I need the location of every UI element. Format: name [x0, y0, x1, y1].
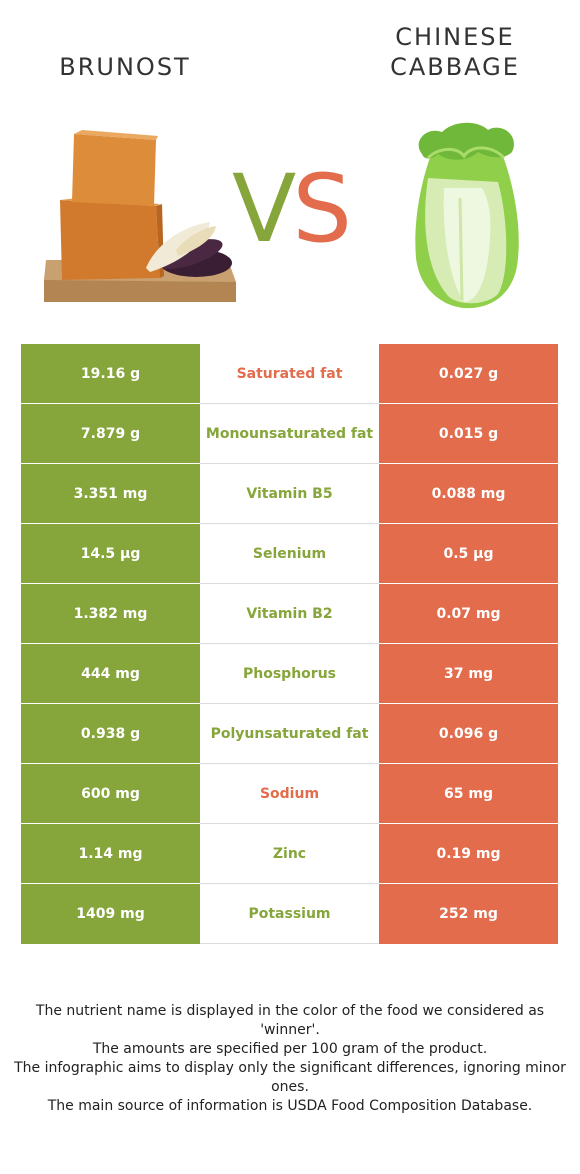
table-row: 3.351 mg Vitamin B5 0.088 mg	[21, 464, 558, 524]
food-right-title-line1: CHINESE	[395, 23, 515, 51]
chinese-cabbage-value: 252 mg	[379, 884, 558, 944]
nutrient-name: Polyunsaturated fat	[200, 704, 379, 764]
nutrient-name: Potassium	[200, 884, 379, 944]
nutrient-name: Monounsaturated fat	[200, 404, 379, 464]
footer-line-2: The amounts are specified per 100 gram o…	[92, 1041, 488, 1057]
nutrient-name: Selenium	[200, 524, 379, 584]
food-right-title: CHINESE CABBAGE	[350, 22, 560, 82]
chinese-cabbage-value: 0.19 mg	[379, 824, 558, 884]
vs-label: VS	[220, 160, 360, 260]
comparison-table: 19.16 g Saturated fat 0.027 g 7.879 g Monoun…	[21, 344, 558, 944]
chinese-cabbage-value: 65 mg	[379, 764, 558, 824]
table-row: 1.382 mg Vitamin B2 0.07 mg	[21, 584, 558, 644]
nutrient-name: Vitamin B2	[200, 584, 379, 644]
nutrient-name: Saturated fat	[200, 344, 379, 404]
table-row: 0.938 g Polyunsaturated fat 0.096 g	[21, 704, 558, 764]
brunost-value: 444 mg	[21, 644, 200, 704]
food-right-title-line2: CABBAGE	[390, 53, 520, 81]
table-row: 19.16 g Saturated fat 0.027 g	[21, 344, 558, 404]
table-row: 444 mg Phosphorus 37 mg	[21, 644, 558, 704]
chinese-cabbage-value: 0.096 g	[379, 704, 558, 764]
food-left-title: BRUNOST	[59, 53, 191, 81]
footer-notes: The nutrient name is displayed in the co…	[14, 1002, 566, 1116]
table-row: 1.14 mg Zinc 0.19 mg	[21, 824, 558, 884]
chinese-cabbage-value: 0.5 µg	[379, 524, 558, 584]
table-row: 7.879 g Monounsaturated fat 0.015 g	[21, 404, 558, 464]
brunost-image	[44, 130, 236, 302]
brunost-value: 3.351 mg	[21, 464, 200, 524]
vs-s: S	[292, 155, 352, 264]
footer-line-4: The main source of information is USDA F…	[47, 1098, 533, 1114]
chinese-cabbage-value: 0.015 g	[379, 404, 558, 464]
brunost-value: 19.16 g	[21, 344, 200, 404]
brunost-value: 600 mg	[21, 764, 200, 824]
brunost-value: 0.938 g	[21, 704, 200, 764]
footer-line-1: The nutrient name is displayed in the co…	[35, 1003, 545, 1038]
nutrient-name: Zinc	[200, 824, 379, 884]
brunost-value: 1409 mg	[21, 884, 200, 944]
chinese-cabbage-value: 0.088 mg	[379, 464, 558, 524]
nutrient-name: Phosphorus	[200, 644, 379, 704]
chinese-cabbage-value: 37 mg	[379, 644, 558, 704]
nutrient-name: Vitamin B5	[200, 464, 379, 524]
footer-line-3: The infographic aims to display only the…	[14, 1060, 566, 1095]
brunost-value: 7.879 g	[21, 404, 200, 464]
table-row: 600 mg Sodium 65 mg	[21, 764, 558, 824]
vs-v: V	[232, 155, 296, 264]
chinese-cabbage-value: 0.07 mg	[379, 584, 558, 644]
chinese-cabbage-image	[415, 122, 519, 309]
brunost-value: 1.14 mg	[21, 824, 200, 884]
table-row: 14.5 µg Selenium 0.5 µg	[21, 524, 558, 584]
brunost-value: 14.5 µg	[21, 524, 200, 584]
nutrient-name: Sodium	[200, 764, 379, 824]
brunost-value: 1.382 mg	[21, 584, 200, 644]
table-row: 1409 mg Potassium 252 mg	[21, 884, 558, 944]
chinese-cabbage-value: 0.027 g	[379, 344, 558, 404]
